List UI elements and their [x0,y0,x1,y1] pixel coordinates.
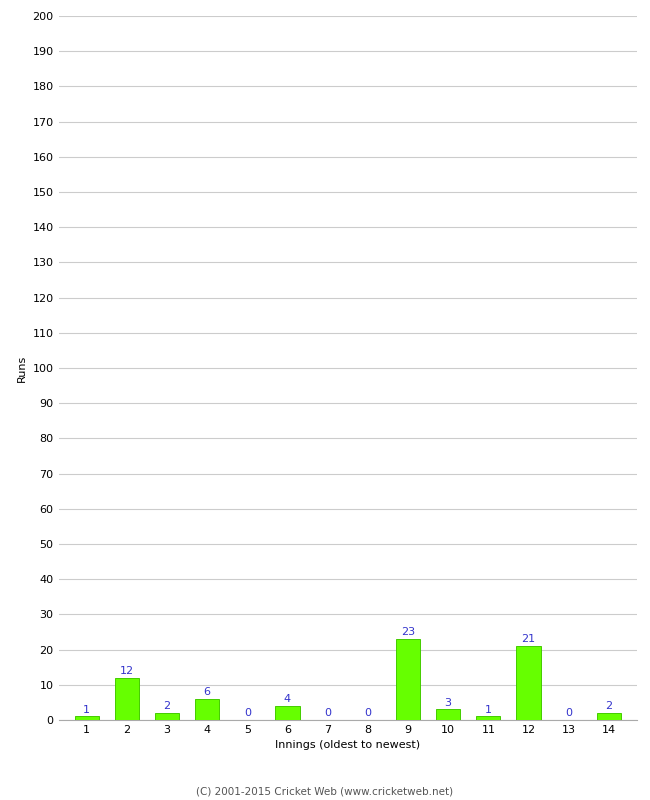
Text: 0: 0 [324,708,331,718]
Bar [155,713,179,720]
Text: 0: 0 [244,708,251,718]
Bar [195,699,219,720]
Text: 21: 21 [521,634,536,644]
X-axis label: Innings (oldest to newest): Innings (oldest to newest) [275,741,421,750]
Text: (C) 2001-2015 Cricket Web (www.cricketweb.net): (C) 2001-2015 Cricket Web (www.cricketwe… [196,786,454,796]
Text: 2: 2 [605,701,612,711]
Y-axis label: Runs: Runs [17,354,27,382]
Bar [436,710,460,720]
Text: 6: 6 [203,687,211,697]
Text: 1: 1 [83,705,90,714]
Bar [476,717,500,720]
Bar [597,713,621,720]
Text: 2: 2 [163,701,170,711]
Bar [75,717,99,720]
Bar [396,639,420,720]
Text: 12: 12 [120,666,134,676]
Bar [517,646,541,720]
Text: 0: 0 [365,708,371,718]
Bar [276,706,300,720]
Text: 23: 23 [401,627,415,638]
Text: 4: 4 [284,694,291,704]
Text: 0: 0 [566,708,572,718]
Text: 3: 3 [445,698,452,708]
Bar [115,678,139,720]
Text: 1: 1 [485,705,492,714]
